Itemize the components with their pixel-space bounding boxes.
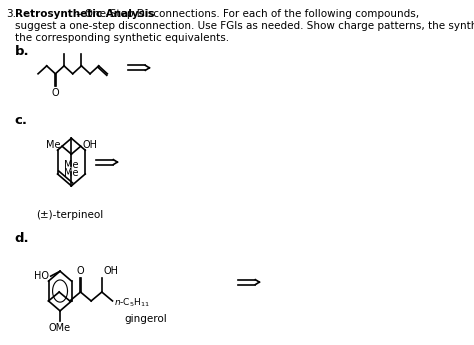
Text: suggest a one-step disconnection. Use FGIs as needed. Show charge patterns, the : suggest a one-step disconnection. Use FG… bbox=[15, 21, 474, 31]
Text: Retrosynthetic Analysis: Retrosynthetic Analysis bbox=[15, 9, 154, 19]
Text: O: O bbox=[77, 266, 84, 276]
Text: the corresponding synthetic equivalents.: the corresponding synthetic equivalents. bbox=[15, 33, 229, 43]
Text: OMe: OMe bbox=[49, 323, 71, 333]
Text: d.: d. bbox=[15, 231, 29, 245]
Text: HO: HO bbox=[35, 271, 49, 281]
Text: c.: c. bbox=[15, 115, 27, 127]
Text: Me: Me bbox=[64, 168, 79, 178]
Text: Me: Me bbox=[64, 160, 79, 170]
Text: 3.: 3. bbox=[6, 9, 16, 19]
Text: O: O bbox=[52, 88, 59, 98]
Text: – One-Step Disconnections. For each of the following compounds,: – One-Step Disconnections. For each of t… bbox=[73, 9, 419, 19]
Text: (±)-terpineol: (±)-terpineol bbox=[36, 210, 103, 220]
Text: gingerol: gingerol bbox=[125, 314, 167, 324]
Text: Me: Me bbox=[46, 140, 61, 150]
Text: OH: OH bbox=[82, 140, 97, 150]
Text: OH: OH bbox=[103, 266, 118, 276]
Text: $n$-C$_5$H$_{11}$: $n$-C$_5$H$_{11}$ bbox=[115, 297, 150, 309]
Text: b.: b. bbox=[15, 45, 29, 58]
